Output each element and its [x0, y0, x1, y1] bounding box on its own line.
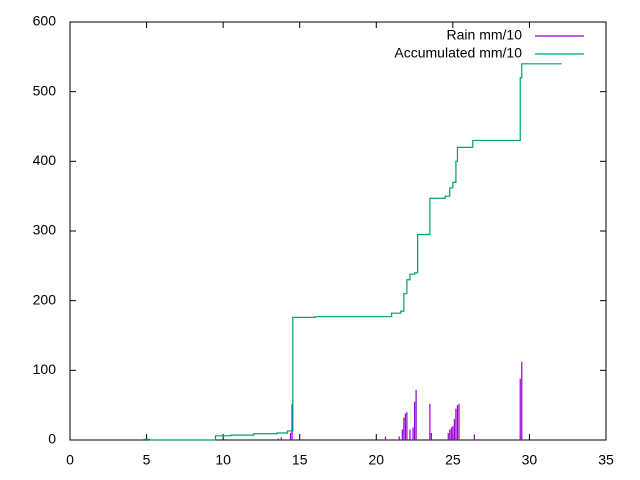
x-tick-label: 30 — [522, 452, 538, 468]
y-tick-label: 300 — [33, 222, 57, 238]
y-tick-label: 0 — [48, 431, 56, 447]
legend-label: Accumulated mm/10 — [394, 45, 522, 61]
x-tick-label: 25 — [445, 452, 461, 468]
x-tick-label: 15 — [292, 452, 308, 468]
x-tick-label: 5 — [143, 452, 151, 468]
y-tick-label: 600 — [33, 13, 57, 29]
y-tick-label: 200 — [33, 291, 57, 307]
plot-border — [69, 21, 607, 441]
y-tick-label: 500 — [33, 82, 57, 98]
x-tick-label: 20 — [368, 452, 384, 468]
x-tick-label: 10 — [215, 452, 231, 468]
accumulated-line — [143, 63, 562, 441]
x-tick-label: 0 — [66, 452, 74, 468]
legend-label: Rain mm/10 — [447, 27, 523, 43]
y-tick-label: 400 — [33, 152, 57, 168]
x-tick-label: 35 — [598, 452, 614, 468]
y-tick-label: 100 — [33, 361, 57, 377]
